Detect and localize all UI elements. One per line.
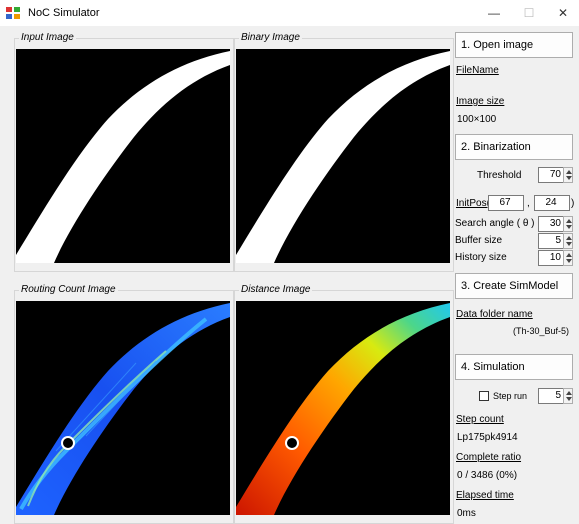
binarization-button[interactable]: 2. Binarization (455, 134, 573, 160)
search-angle-spinner[interactable] (563, 216, 573, 232)
step-run-spinner[interactable] (563, 388, 573, 404)
minimize-button[interactable]: — (488, 6, 500, 20)
step-run-input[interactable]: 5 (538, 388, 564, 404)
step-run-label: Step run (493, 391, 528, 401)
distance-image-label: Distance Image (239, 284, 313, 295)
close-button[interactable]: ✕ (557, 6, 569, 20)
data-folder-label: Data folder name (456, 309, 533, 320)
image-size-label: Image size (456, 96, 505, 107)
simulation-button[interactable]: 4. Simulation (455, 354, 573, 380)
elapsed-time-value: 0ms (457, 508, 476, 519)
distance-panel: Distance Image (234, 284, 454, 524)
history-size-spinner[interactable] (563, 250, 573, 266)
input-image-panel: Input Image (14, 32, 234, 272)
binary-image (236, 49, 450, 263)
title-bar: NoC Simulator — ☐ ✕ (0, 0, 579, 26)
buffer-size-spinner[interactable] (563, 233, 573, 249)
initpos-label: InitPos( (456, 198, 490, 209)
image-size-value: 100×100 (457, 114, 497, 125)
initpos-close-paren: ) (571, 198, 575, 209)
buffer-size-input[interactable]: 5 (538, 233, 564, 249)
app-icon (6, 7, 20, 19)
initpos-y-input[interactable]: 24 (534, 195, 570, 211)
create-simmodel-button[interactable]: 3. Create SimModel (455, 273, 573, 299)
window-title: NoC Simulator (28, 7, 100, 19)
threshold-input[interactable]: 70 (538, 167, 564, 183)
complete-ratio-label: Complete ratio (456, 452, 522, 463)
elapsed-time-label: Elapsed time (456, 490, 514, 501)
open-image-button[interactable]: 1. Open image (455, 32, 573, 58)
data-folder-value: (Th-30_Buf-5) (513, 326, 570, 336)
initpos-x-input[interactable]: 67 (488, 195, 524, 211)
routing-count-label: Routing Count Image (19, 284, 118, 295)
complete-ratio-value: 0 / 3486 (0%) (457, 470, 518, 481)
search-angle-input[interactable]: 30 (538, 216, 564, 232)
maximize-button[interactable]: ☐ (523, 6, 535, 20)
step-count-label: Step count (456, 414, 504, 425)
step-count-value: Lp175pk4914 (457, 432, 518, 443)
input-image (16, 49, 230, 263)
initpos-comma: , (527, 198, 530, 209)
threshold-label: Threshold (477, 170, 522, 181)
threshold-spinner[interactable] (563, 167, 573, 183)
filename-link[interactable]: FileName (456, 65, 499, 76)
routing-count-image (16, 301, 230, 515)
history-size-label: History size (455, 252, 507, 263)
routing-count-panel: Routing Count Image (14, 284, 234, 524)
input-image-label: Input Image (19, 32, 76, 43)
binary-image-panel: Binary Image (234, 32, 454, 272)
buffer-size-label: Buffer size (455, 235, 503, 246)
binary-image-label: Binary Image (239, 32, 302, 43)
history-size-input[interactable]: 10 (538, 250, 564, 266)
distance-image (236, 301, 450, 515)
step-run-checkbox[interactable] (479, 391, 489, 401)
search-angle-label: Search angle ( θ ) (455, 218, 535, 229)
